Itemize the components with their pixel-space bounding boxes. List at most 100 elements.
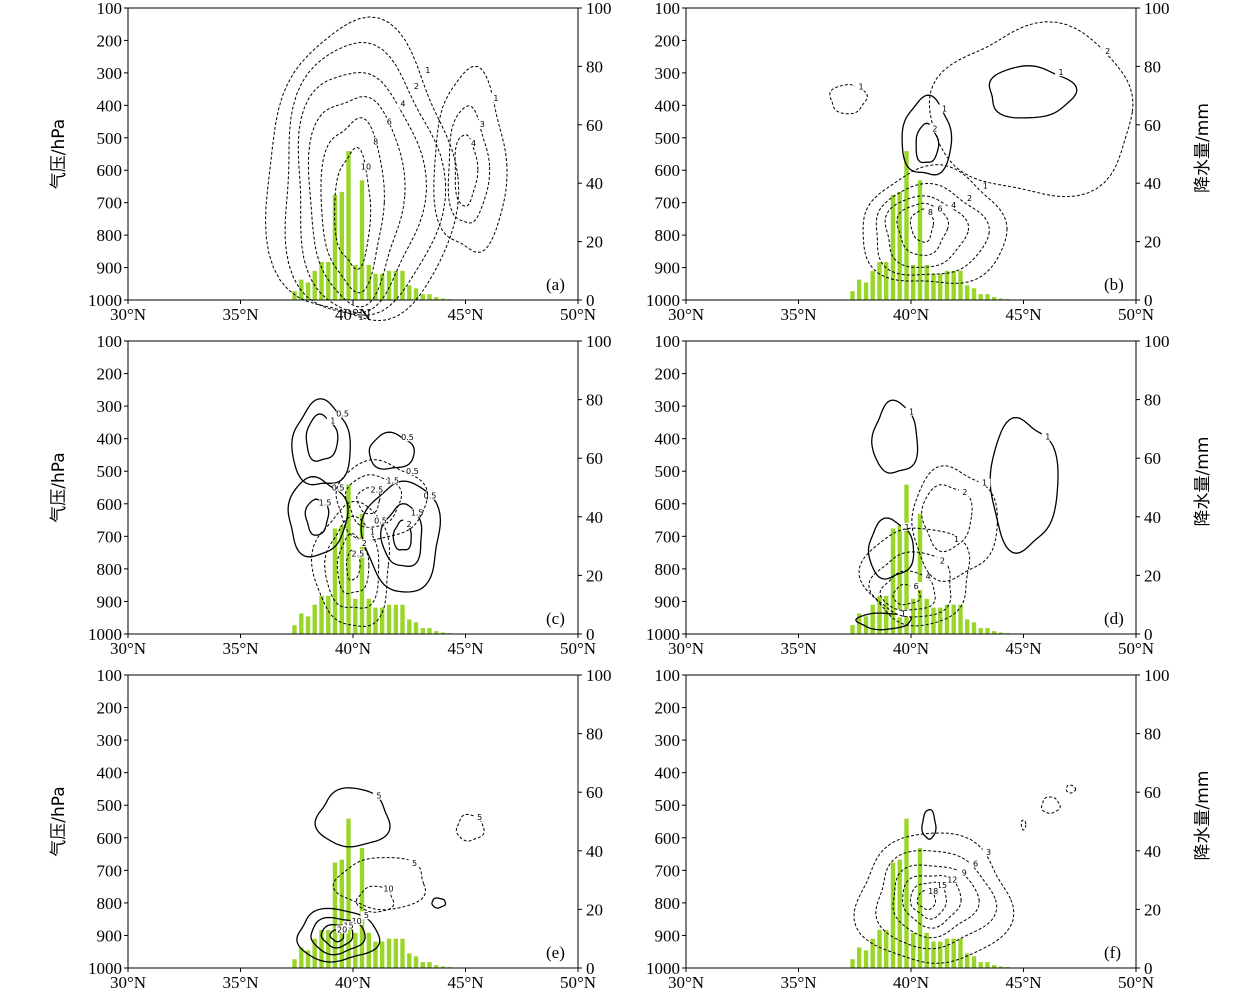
contour-label: 2 — [932, 125, 937, 134]
contour-label: 9 — [962, 869, 967, 878]
plot-frame — [127, 7, 579, 301]
contour-label: 4 — [926, 572, 931, 581]
contour-label: 2 — [362, 539, 367, 548]
y-right-tick-label: 80 — [1144, 57, 1161, 76]
precip-bar — [992, 965, 997, 968]
contour-label: 0.5 — [406, 467, 419, 476]
y-right-tick-label: 20 — [586, 900, 603, 919]
precip-bar — [897, 859, 902, 968]
y-right-tick-label: 20 — [1144, 900, 1161, 919]
precip-bar — [857, 279, 862, 300]
contour-label: 0.5 — [336, 410, 349, 419]
precip-bar — [998, 298, 1004, 300]
precip-bar — [353, 598, 358, 634]
precip-bar — [434, 965, 439, 968]
precip-bar — [897, 192, 902, 300]
x-tick-label: 40°N — [893, 305, 929, 324]
precip-bar — [346, 484, 351, 634]
precip-bar — [863, 616, 869, 634]
contour-label: 0.5 — [424, 492, 437, 501]
precip-bar — [400, 938, 405, 968]
precip-bars — [850, 151, 1010, 300]
precip-bar — [971, 956, 977, 968]
contour-label-bg — [410, 81, 423, 90]
y-right-tick-label: 20 — [586, 233, 603, 252]
contour-label: 4 — [471, 139, 476, 148]
x-axis: 30°N 35°N 40°N 45°N 50°N — [668, 300, 1154, 324]
y-right-title: 降水量/mm — [1193, 771, 1213, 861]
contour-label: 1.5 — [386, 476, 399, 485]
y-left-tick-label: 500 — [97, 796, 123, 815]
x-axis: 30°N 35°N 40°N 45°N 50°N — [668, 634, 1154, 658]
precip-bar — [951, 270, 956, 300]
y-left-tick-label: 1000 — [646, 625, 680, 644]
y-right-title: 降水量/mm — [1193, 437, 1213, 527]
contour-label: 5 — [364, 911, 369, 920]
contour-line — [307, 95, 406, 308]
precip-bars — [292, 151, 452, 300]
contour-label: 2 — [1105, 47, 1110, 56]
y-left-tick-label: 500 — [97, 462, 123, 481]
contour-line — [892, 864, 980, 939]
x-tick-label: 40°N — [893, 973, 929, 992]
contour-line — [892, 583, 921, 606]
contour-label-bg — [963, 194, 976, 203]
precip-bar — [366, 932, 371, 968]
contour-line — [875, 850, 998, 950]
y-right-tick-label: 0 — [586, 959, 595, 978]
precip-bar — [911, 932, 916, 968]
y-left-tick-label: 400 — [655, 764, 681, 783]
y-axis-left: 100 200 300 400 500 600 700 800 900 1000 — [88, 0, 128, 310]
y-left-tick-label: 500 — [97, 129, 123, 148]
y-left-tick-label: 600 — [97, 495, 123, 514]
contour-label: 15 — [937, 881, 947, 890]
precip-bar — [393, 938, 398, 968]
contour-label-bg — [411, 508, 424, 517]
precip-bar — [931, 941, 936, 968]
x-tick-label: 45°N — [1005, 305, 1041, 324]
contour-label: 6 — [973, 860, 978, 869]
precip-bar — [924, 598, 929, 634]
precip-bar — [971, 288, 977, 300]
y-left-title: 气压/hPa — [49, 452, 69, 522]
y-right-tick-label: 60 — [586, 449, 603, 468]
precip-bar — [904, 151, 909, 300]
contour-label-bg — [927, 886, 940, 895]
contour-label-bg — [350, 916, 363, 925]
y-left-tick-label: 200 — [655, 31, 681, 50]
contour-label: 2 — [962, 488, 967, 497]
y-right-tick-label: 40 — [586, 174, 603, 193]
contour-label-bg — [370, 485, 383, 494]
precip-bar — [332, 194, 338, 300]
contour-line — [314, 787, 391, 848]
y-right-tick-label: 40 — [1144, 842, 1161, 861]
contour-label-bg — [358, 539, 371, 548]
contour-line — [858, 527, 971, 627]
y-left-tick-label: 700 — [655, 194, 681, 213]
x-tick-label: 50°N — [1118, 639, 1154, 658]
precip-bar — [353, 265, 358, 300]
y-right-tick-label: 0 — [586, 625, 595, 644]
y-right-tick-label: 100 — [586, 0, 612, 18]
precip-bar — [850, 625, 855, 634]
contour-label-bg — [922, 572, 935, 580]
contour-label: 1.5 — [411, 509, 424, 518]
y-left-tick-label: 600 — [97, 161, 123, 180]
y-left-tick-label: 100 — [97, 332, 123, 351]
y-left-tick-label: 400 — [97, 764, 123, 783]
contour-label: 1 — [1045, 433, 1050, 442]
precip-bar — [386, 604, 392, 634]
y-right-tick-label: 40 — [586, 508, 603, 527]
y-left-tick-label: 900 — [655, 592, 681, 611]
y-right-tick-label: 60 — [586, 783, 603, 802]
precip-bar — [305, 616, 311, 634]
y-right-tick-label: 0 — [1144, 959, 1153, 978]
precip-bar — [904, 484, 909, 634]
y-left-tick-label: 800 — [97, 226, 123, 245]
contour-label-bg — [910, 582, 923, 591]
precip-bar — [359, 180, 365, 300]
y-right-tick-label: 80 — [586, 57, 603, 76]
precip-bar — [857, 947, 862, 968]
precip-bar — [951, 938, 956, 968]
plot-frame — [127, 340, 579, 635]
